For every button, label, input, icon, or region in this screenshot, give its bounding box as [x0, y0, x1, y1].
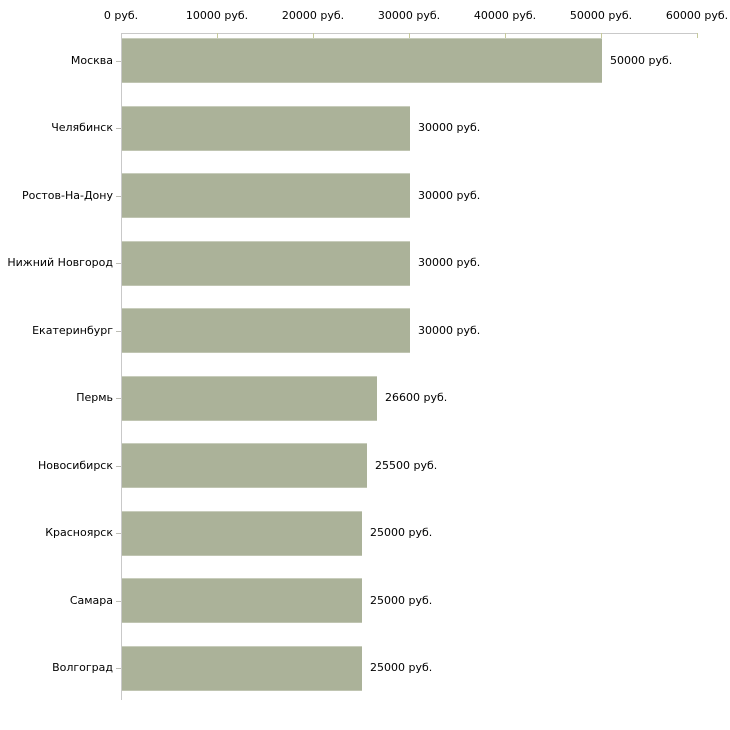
bar-6 — [122, 375, 377, 421]
category-label: Волгоград — [52, 661, 113, 674]
category-label: Самара — [69, 593, 113, 607]
value-label: 30000 руб. — [418, 188, 481, 202]
category-tick — [116, 600, 121, 602]
category-label: Пермь — [76, 391, 113, 404]
x-axis-tick-label: 20000 руб. — [281, 9, 345, 22]
x-axis-tick — [601, 33, 602, 38]
value-label: 25500 руб. — [375, 458, 438, 472]
x-axis-tick — [217, 33, 218, 38]
value-label: 30000 руб. — [418, 323, 481, 337]
x-axis-tick-label: 10000 руб. — [185, 9, 249, 22]
category-label: Ростов-На-Дону — [21, 188, 113, 202]
bar-8 — [122, 510, 362, 556]
category-tick — [116, 60, 121, 62]
category-label: Екатеринбург — [32, 323, 113, 337]
category-tick — [116, 128, 121, 129]
x-axis-tick-label: 60000 руб. — [665, 9, 729, 22]
category-tick — [116, 668, 121, 669]
bar-2 — [122, 105, 410, 151]
category-label: Красноярск — [45, 526, 113, 539]
category-label: Москва — [70, 53, 113, 67]
value-label: 25000 руб. — [370, 526, 433, 539]
category-label: Нижний Новгород — [7, 256, 113, 269]
bar-9 — [122, 578, 362, 623]
value-label: 30000 руб. — [418, 121, 481, 134]
bar-7 — [122, 443, 367, 488]
bar-3 — [122, 173, 410, 218]
x-axis-tick — [313, 33, 314, 38]
x-axis-tick-label: 40000 руб. — [473, 9, 537, 22]
value-label: 30000 руб. — [418, 256, 481, 269]
category-label: Челябинск — [51, 121, 113, 134]
bar-5 — [122, 308, 410, 353]
bar-10 — [122, 645, 362, 691]
value-label: 25000 руб. — [370, 593, 433, 607]
value-label: 26600 руб. — [385, 391, 448, 404]
x-axis-tick-label: 0 руб. — [103, 9, 139, 22]
y-axis-line — [121, 33, 122, 700]
x-axis-tick-label: 30000 руб. — [377, 9, 441, 22]
x-axis-tick — [409, 33, 410, 38]
bar-1 — [122, 38, 602, 83]
x-axis-tick — [505, 33, 506, 38]
x-axis-tick-label: 50000 руб. — [569, 9, 633, 22]
value-label: 50000 руб. — [610, 53, 673, 67]
category-tick — [116, 398, 121, 399]
category-label: Новосибирск — [37, 458, 113, 472]
category-tick — [116, 533, 121, 534]
category-tick — [116, 263, 121, 264]
category-tick — [116, 330, 121, 332]
category-tick — [116, 195, 121, 197]
value-label: 25000 руб. — [370, 661, 433, 674]
category-tick — [116, 465, 121, 467]
bar-4 — [122, 240, 410, 286]
x-axis-tick — [697, 33, 698, 38]
